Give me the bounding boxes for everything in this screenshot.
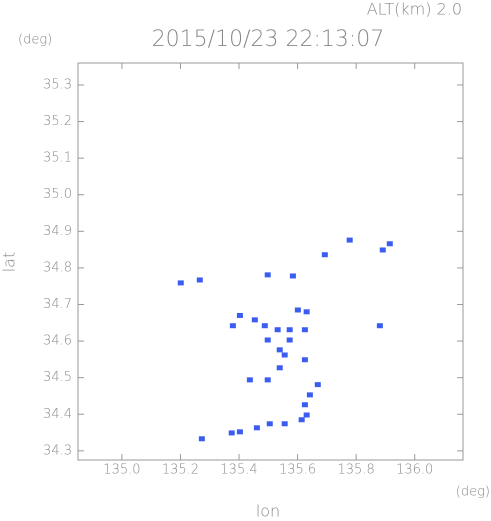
echo-point — [376, 323, 383, 329]
y-tick-label: 35.3 — [43, 77, 72, 92]
y-tick-label: 34.6 — [43, 334, 72, 349]
echo-point — [379, 247, 386, 253]
echo-point — [264, 272, 271, 278]
echo-point — [306, 392, 313, 398]
echo-point — [236, 429, 243, 435]
echo-point — [229, 323, 236, 329]
y-tick-label: 35.1 — [43, 151, 72, 166]
y-tick-label: 35.2 — [43, 114, 72, 129]
echo-point — [253, 425, 260, 431]
echo-point — [346, 237, 353, 243]
y-tick-label: 34.3 — [43, 443, 72, 458]
echo-point — [264, 337, 271, 343]
chart-title: 2015/10/23 22:13:07 — [152, 27, 385, 52]
x-axis-label: lon — [256, 502, 280, 521]
y-tick-label: 34.5 — [43, 370, 72, 385]
altitude-label: ALT(km) 2.0 — [367, 0, 462, 19]
y-axis-label: lat — [0, 252, 19, 273]
echo-point — [274, 327, 281, 333]
echo-point — [321, 252, 328, 258]
echo-point — [198, 436, 205, 442]
echo-point — [196, 277, 203, 283]
x-tick-label: 135.4 — [220, 463, 257, 478]
y-tick-label: 34.9 — [43, 224, 72, 239]
x-unit: (deg) — [456, 485, 490, 500]
echo-point — [266, 421, 273, 427]
echo-point — [264, 377, 271, 383]
echo-point — [303, 309, 310, 315]
x-tick-label: 135.2 — [162, 463, 199, 478]
echo-point — [298, 417, 305, 423]
x-tick-label: 135.6 — [279, 463, 316, 478]
echo-point — [281, 421, 288, 427]
x-tick-label: 135.8 — [338, 463, 375, 478]
echo-point — [289, 273, 296, 279]
echo-point — [286, 337, 293, 343]
x-tick-label: 136.0 — [396, 463, 433, 478]
echo-point — [281, 352, 288, 358]
echo-point — [303, 412, 310, 418]
echo-point — [228, 430, 235, 436]
echo-point — [314, 382, 321, 388]
echo-point — [286, 327, 293, 333]
y-tick-label: 35.0 — [43, 187, 72, 202]
y-tick-label: 34.8 — [43, 260, 72, 275]
echo-point — [301, 357, 308, 363]
echo-point — [177, 280, 184, 286]
y-tick-label: 34.4 — [43, 407, 72, 422]
echo-point — [261, 323, 268, 329]
echo-point — [276, 347, 283, 353]
x-tick-label: 135.0 — [103, 463, 140, 478]
y-unit: (deg) — [18, 33, 52, 48]
echo-point — [301, 402, 308, 408]
plot-frame — [77, 62, 464, 461]
echo-point — [301, 327, 308, 333]
echo-point — [236, 312, 243, 318]
echo-point — [251, 317, 258, 323]
echo-point — [386, 241, 393, 247]
echo-point — [294, 307, 301, 313]
y-tick-label: 34.7 — [43, 297, 72, 312]
echo-point — [246, 377, 253, 383]
echo-point — [276, 365, 283, 371]
